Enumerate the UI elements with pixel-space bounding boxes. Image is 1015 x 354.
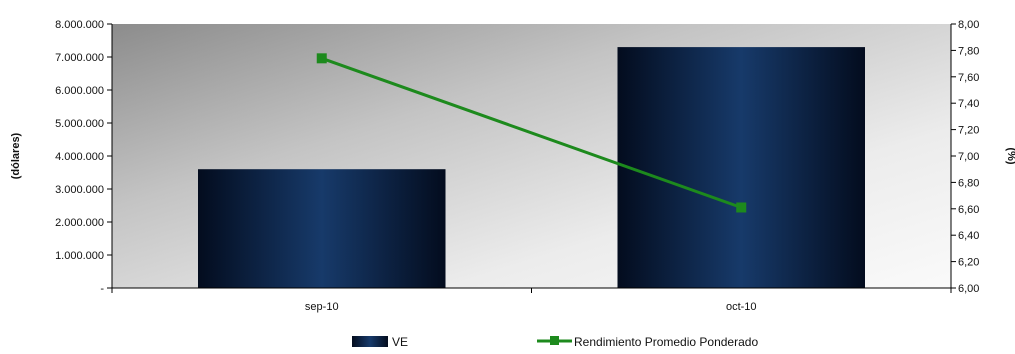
bar-sep-10 (197, 169, 446, 288)
y2-tick-label: 6,60 (958, 204, 979, 216)
legend: VE Rendimiento Promedio Ponderado (352, 335, 758, 349)
legend-swatch-ve (352, 336, 388, 347)
axes-layer: - 1.000.000 2.000.000 3.000.000 4.000.000 5.0… (55, 19, 979, 313)
bar-oct-10 (617, 47, 866, 288)
y2-tick-label: 7,00 (958, 151, 979, 163)
y-tick-label: 3.000.000 (55, 184, 104, 196)
y2-tick-label: 6,40 (958, 230, 979, 242)
legend-marker-rendimiento (550, 336, 559, 345)
y-tick-label: - (100, 283, 104, 295)
line-layer (316, 53, 747, 213)
line-point-sep-10 (316, 53, 327, 64)
y-tick-label: 7.000.000 (55, 52, 104, 64)
y-tick-label: 5.000.000 (55, 118, 104, 130)
legend-label-rendimiento: Rendimiento Promedio Ponderado (574, 335, 758, 349)
y2-tick-label: 7,80 (958, 45, 979, 57)
y2-tick-label: 6,20 (958, 257, 979, 269)
y2-axis-title: (%) (1005, 147, 1015, 164)
line-point-oct-10 (736, 202, 747, 213)
y-tick-label: 2.000.000 (55, 217, 104, 229)
y2-tick-label: 6,00 (958, 283, 979, 295)
bars-layer (197, 47, 866, 288)
legend-label-ve: VE (392, 335, 408, 349)
y2-tick-label: 7,20 (958, 125, 979, 137)
y-tick-label: 6.000.000 (55, 85, 104, 97)
x-tick-label: sep-10 (305, 301, 339, 313)
y-axis-title: (dólares) (10, 132, 22, 179)
y-tick-label: 4.000.000 (55, 151, 104, 163)
y2-tick-label: 7,40 (958, 98, 979, 110)
x-tick-label: oct-10 (726, 301, 757, 313)
y2-tick-label: 8,00 (958, 19, 979, 31)
y2-tick-label: 6,80 (958, 177, 979, 189)
y2-tick-label: 7,60 (958, 72, 979, 84)
y-tick-label: 1.000.000 (55, 250, 104, 262)
line-series (321, 56, 742, 209)
y-tick-label: 8.000.000 (55, 19, 104, 31)
